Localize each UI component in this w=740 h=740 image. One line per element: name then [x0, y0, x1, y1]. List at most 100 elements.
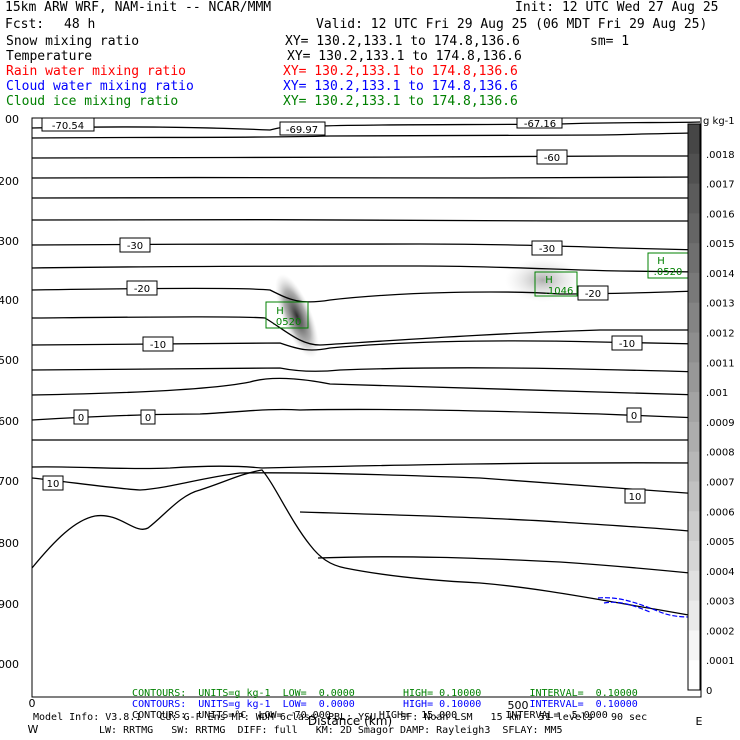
field-xy-snow: XY= 130.2,133.1 to 174.8,136.6: [285, 34, 520, 49]
x-end-east: E: [696, 715, 703, 728]
plot-frame: [31, 117, 702, 698]
colorbar-tick-label: .0004: [706, 567, 735, 578]
y-tick-400: 400: [0, 294, 19, 307]
contours-low: LOW= 0.0000: [282, 688, 355, 699]
colorbar-labels: .0018 .0017 .0016 .0015 .0014 .0013 .0012 .0011…: [706, 150, 735, 697]
svg-text:-20: -20: [134, 284, 150, 295]
y-tick-300: 300: [0, 235, 19, 248]
field-extra-snow: sm= 1: [590, 34, 630, 49]
colorbar-tick-label: .0014: [706, 269, 735, 280]
temp-label-11: 0: [73, 409, 89, 425]
colorbar-tick-label: .0006: [706, 507, 735, 518]
x-tick-500: 500: [508, 699, 529, 712]
svg-text:10: 10: [629, 492, 642, 503]
temperature-contours: [31, 121, 701, 575]
contours-units: UNITS=°C: [198, 710, 247, 721]
colorbar-swatch: [688, 392, 700, 423]
colorbar-tick-label: .0013: [706, 299, 735, 310]
colorbar-swatch: [688, 243, 700, 274]
colorbar-swatch: [688, 421, 700, 453]
temp-label-12: 0: [140, 409, 156, 425]
colorbar-swatch: [688, 511, 700, 542]
y-tick-500: 500: [0, 354, 19, 367]
svg-text:H: H: [545, 275, 553, 286]
svg-text:-10: -10: [619, 339, 635, 350]
init-time: Init: 12 UTC Wed 27 Aug 25: [515, 0, 719, 15]
contours-interval: INTERVAL= 0.10000: [529, 688, 638, 699]
temp-label-14: 10: [42, 475, 64, 491]
colorbar-tick-label: .0015: [706, 239, 735, 250]
svg-text:-30: -30: [539, 244, 555, 255]
colorbar-tick-label: .0012: [706, 329, 735, 340]
colorbar-swatch: [688, 362, 700, 393]
temp-label-2: -69.97: [279, 121, 326, 136]
contours-info-cloud-ice: CONTOURS: UNITS=g kg-1 LOW= 0.0000 HIGH=…: [120, 677, 638, 699]
colorbar-swatch: [688, 451, 700, 482]
x-tick-0: 0: [29, 697, 36, 710]
colorbar-tick-label: .0001: [706, 656, 735, 667]
colorbar-tick-label: .001: [706, 388, 728, 399]
temp-label-15: 10: [624, 488, 646, 504]
colorbar-tick-label: .0005: [706, 537, 735, 548]
temp-label-4: -60: [536, 149, 568, 165]
valid-time: Valid: 12 UTC Fri 29 Aug 25 (06 MDT Fri …: [316, 17, 708, 32]
field-label-cloud-ice: Cloud ice mixing ratio: [6, 94, 179, 109]
contours-info-cloud-water: CONTOURS: UNITS=g kg-1 LOW= 0.0000 HIGH=…: [120, 688, 638, 710]
svg-text:10: 10: [47, 479, 60, 490]
fcst-value: 48 h: [64, 17, 96, 32]
colorbar-swatch: [688, 481, 700, 512]
svg-text:.0520: .0520: [654, 267, 683, 278]
field-xy-cloud-ice: XY= 130.2,133.1 to 174.8,136.6: [283, 94, 518, 109]
colorbar-swatch: [688, 213, 700, 244]
colorbar-tick-label: .0016: [706, 209, 735, 220]
snow-shade-1: [275, 273, 319, 359]
temp-label-8: -20: [577, 285, 609, 301]
temp-label-5: -30: [119, 237, 151, 253]
terrain-outline: [31, 469, 701, 618]
svg-text:0: 0: [78, 413, 84, 424]
temp-label-3: -67.16: [516, 117, 563, 130]
contours-high: HIGH= 15.000: [378, 710, 458, 721]
colorbar-swatch: [688, 541, 700, 572]
x-axis-label: Distance (km): [308, 714, 392, 728]
contours-high: HIGH= 0.10000: [403, 699, 482, 710]
colorbar-swatch: [688, 332, 700, 363]
y-tick-700: 700: [0, 475, 19, 488]
contours-word: CONTOURS:: [132, 688, 187, 699]
svg-text:0: 0: [145, 413, 151, 424]
contours-units: UNITS=g kg-1: [198, 699, 271, 710]
field-label-snow: Snow mixing ratio: [6, 34, 140, 49]
y-tick-200: 200: [0, 175, 19, 188]
colorbar-swatch: [688, 600, 700, 631]
contours-word: CONTOURS:: [132, 699, 187, 710]
temp-label-13: 0: [626, 407, 642, 423]
svg-text:-70.54: -70.54: [52, 121, 84, 132]
colorbar-tick-label: .0011: [706, 358, 735, 369]
colorbar-swatch: [688, 660, 700, 691]
colorbar-swatch: [688, 570, 700, 602]
contours-high: HIGH= 0.10000: [403, 688, 482, 699]
y-axis-labels: 00 200 300 400 500 600 700 800 900 000: [0, 113, 19, 671]
colorbar-swatch: [688, 153, 700, 185]
svg-text:-67.16: -67.16: [524, 119, 556, 130]
y-tick-1000: 000: [0, 658, 19, 671]
model-title: 15km ARW WRF, NAM-init -- NCAR/MMM: [5, 0, 272, 15]
temp-label-7: -20: [126, 280, 158, 296]
contours-low: LOW= 0.0000: [282, 699, 355, 710]
svg-text:-30: -30: [127, 241, 143, 252]
field-label-cloud-water: Cloud water mixing ratio: [6, 79, 194, 94]
svg-text:H: H: [657, 256, 665, 267]
svg-text:.0520: .0520: [273, 317, 302, 328]
temp-label-9: -10: [142, 336, 174, 352]
high-label-3: H.1046: [534, 271, 578, 297]
contours-info-temperature: CONTOURS: UNITS=°C LOW= -70.000 HIGH= 15…: [120, 699, 608, 721]
high-labels: H.0520 H.0520 H.1046: [265, 252, 689, 329]
temp-label-6: -30: [531, 240, 563, 256]
field-label-temperature: Temperature: [6, 49, 93, 64]
high-label-1: H.0520: [265, 301, 309, 329]
colorbar-swatch: [688, 302, 700, 334]
field-xy-temperature: XY= 130.2,133.1 to 174.8,136.6: [287, 49, 522, 64]
fcst-label: Fcst:: [5, 17, 45, 32]
field-xy-rain: XY= 130.2,133.1 to 174.8,136.6: [283, 64, 518, 79]
svg-text:H: H: [276, 306, 284, 317]
